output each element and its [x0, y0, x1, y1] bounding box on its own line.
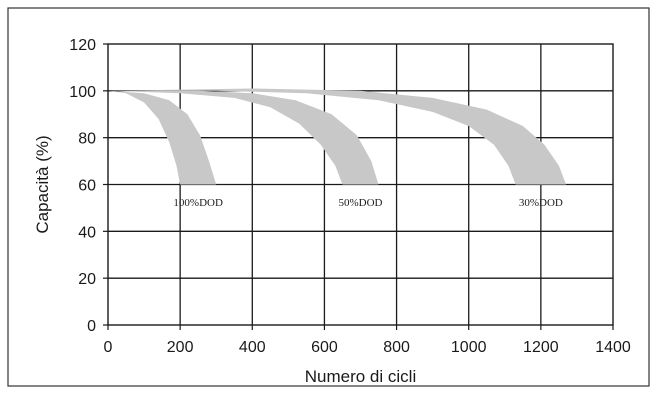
series-band-1: [108, 90, 217, 185]
x-tick-label-1000: 1000: [451, 339, 487, 356]
y-tick-label-60: 60: [78, 178, 96, 195]
x-tick-label-1400: 1400: [595, 339, 631, 356]
series-label-1: 100%DOD: [173, 197, 223, 209]
y-tick-label-0: 0: [87, 318, 96, 335]
x-tick-label-1200: 1200: [523, 339, 559, 356]
x-tick-label-200: 200: [167, 339, 194, 356]
x-tick-label-0: 0: [104, 339, 113, 356]
y-tick-label-20: 20: [78, 271, 96, 288]
figure-border: [7, 7, 650, 387]
y-tick-label-120: 120: [69, 37, 96, 54]
series-label-2: 50%DOD: [339, 197, 383, 209]
y-tick-label-40: 40: [78, 224, 96, 241]
y-axis-title: Capacità (%): [33, 135, 52, 233]
x-axis-title: Numero di cicli: [305, 367, 416, 386]
series-band-2: [108, 90, 379, 185]
x-tick-label-400: 400: [239, 339, 266, 356]
x-tick-label-600: 600: [311, 339, 338, 356]
series-labels: 100%DOD 50%DOD 30%DOD: [173, 197, 562, 209]
y-tick-label-100: 100: [69, 84, 96, 101]
axis-ticks: 0 200 400 600 800 1000 1200 1400 0 20 40 60 80 100 120: [69, 37, 631, 356]
series-label-3: 30%DOD: [519, 197, 563, 209]
y-tick-label-80: 80: [78, 131, 96, 148]
series-bands: [108, 88, 567, 185]
x-tick-label-800: 800: [383, 339, 410, 356]
series-band-3: [108, 88, 567, 185]
